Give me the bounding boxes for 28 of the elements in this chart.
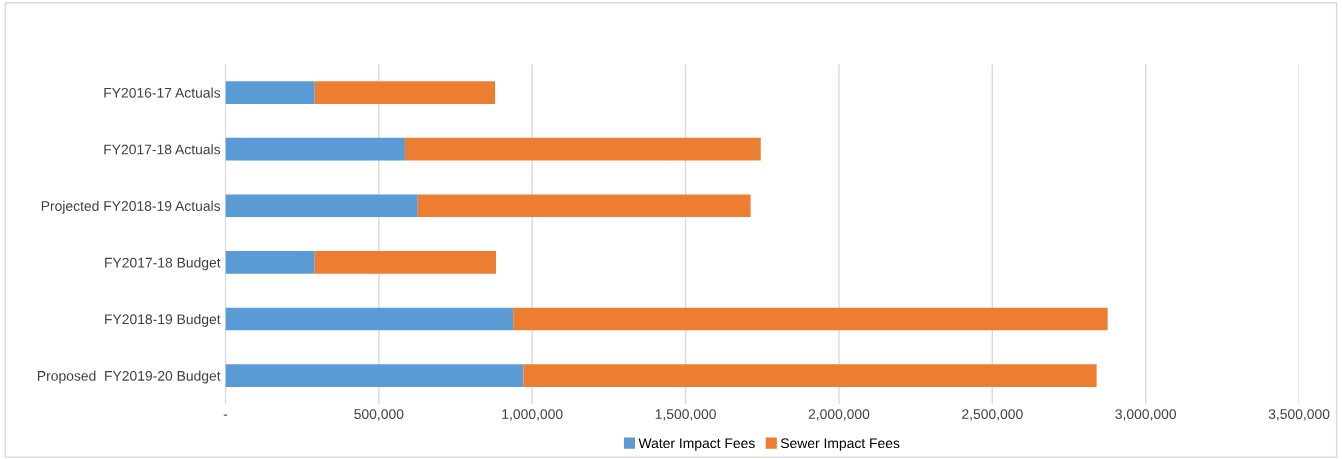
x-tick-label: 2,000,000 [808, 409, 870, 421]
bar [314, 251, 496, 274]
bar [225, 81, 315, 104]
y-tick-label: FY2017-18 Actuals [104, 144, 221, 155]
x-tick-label: 1,000,000 [502, 409, 563, 421]
bar [225, 194, 418, 218]
y-tick-label: FY2016-17 Actuals [104, 87, 221, 98]
bar [314, 81, 496, 104]
bar [225, 307, 514, 331]
x-tick-label: 3,500,000 [1268, 409, 1330, 421]
legend-label: Water Impact Fees [638, 438, 755, 451]
bar [225, 251, 315, 274]
bar [417, 194, 751, 218]
y-tick-label: Projected FY2018-19 Actuals [41, 200, 221, 214]
y-tick-label: FY2017-18 Budget [105, 257, 221, 271]
x-tick-label: 3,000,000 [1115, 409, 1177, 421]
bar [513, 307, 1108, 331]
bar [523, 364, 1097, 387]
bar [404, 137, 761, 161]
y-tick-label: FY2018-19 Budget [105, 313, 221, 327]
x-tick-label: 500,000 [354, 409, 404, 421]
x-tick-label: 2,500,000 [962, 409, 1023, 421]
x-tick-label: - [223, 414, 228, 416]
legend-label: Sewer Impact Fees [780, 438, 900, 451]
y-tick-label: Proposed FY2019-20 Budget [37, 370, 221, 384]
x-tick-label: 1,500,000 [655, 409, 716, 421]
bar [225, 364, 524, 387]
bar [225, 137, 405, 161]
